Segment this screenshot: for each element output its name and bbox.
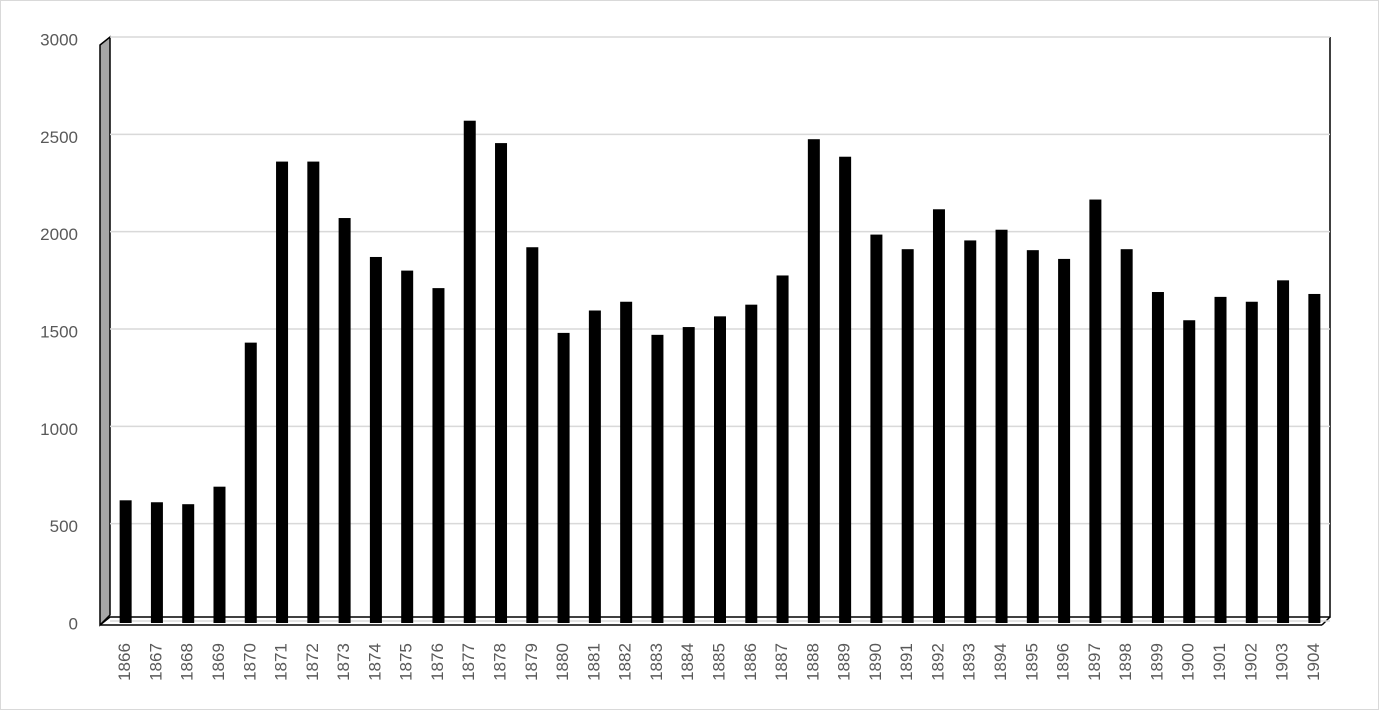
x-tick-label: 1889 [835, 643, 854, 681]
bar [119, 500, 132, 623]
bar [213, 486, 226, 623]
bar [620, 301, 633, 623]
x-tick-label: 1903 [1273, 643, 1292, 681]
x-tick-label: 1894 [991, 643, 1010, 681]
bar [651, 334, 664, 623]
y-tick-label: 1500 [40, 322, 78, 341]
x-tick-label: 1870 [240, 643, 259, 681]
bar [557, 332, 570, 623]
bar [1151, 292, 1164, 623]
x-tick-label: 1901 [1210, 643, 1229, 681]
bar [369, 256, 382, 623]
bar [1089, 199, 1102, 623]
bar [995, 229, 1008, 623]
bar [182, 504, 195, 623]
x-tick-label: 1885 [709, 643, 728, 681]
side-wall [99, 35, 111, 627]
y-tick-label: 0 [69, 614, 78, 633]
x-tick-label: 1883 [647, 643, 666, 681]
bar [870, 234, 883, 623]
x-tick-label: 1891 [897, 643, 916, 681]
x-tick-label: 1882 [616, 643, 635, 681]
x-tick-label: 1884 [678, 643, 697, 681]
x-tick-label: 1876 [428, 643, 447, 681]
bar [1026, 250, 1039, 623]
x-tick-label: 1880 [553, 643, 572, 681]
bar [338, 218, 351, 624]
bar [495, 143, 508, 624]
x-tick-label: 1872 [303, 643, 322, 681]
bar [1245, 301, 1258, 623]
x-tick-label: 1877 [459, 643, 478, 681]
x-tick-label: 1890 [866, 643, 885, 681]
x-tick-label: 1886 [741, 643, 760, 681]
x-tick-label: 1902 [1241, 643, 1260, 681]
bar [1120, 249, 1133, 624]
x-tick-label: 1898 [1116, 643, 1135, 681]
bar [432, 288, 445, 623]
bar [932, 209, 945, 623]
x-tick-label: 1895 [1022, 643, 1041, 681]
x-tick-label: 1896 [1054, 643, 1073, 681]
x-tick-label: 1892 [928, 643, 947, 681]
bar [1277, 280, 1290, 623]
x-tick-label: 1871 [272, 643, 291, 681]
bar [1214, 296, 1227, 623]
x-tick-label: 1866 [115, 643, 134, 681]
bar [1058, 258, 1071, 623]
y-tick-label: 1000 [40, 420, 78, 439]
bar [1308, 293, 1321, 623]
bar [244, 342, 257, 623]
bar [463, 120, 476, 623]
y-tick-label: 2500 [40, 128, 78, 147]
bar [307, 161, 320, 623]
x-tick-label: 1875 [397, 643, 416, 681]
x-tick-label: 1893 [960, 643, 979, 681]
bar [776, 275, 789, 623]
x-tick-label: 1897 [1085, 643, 1104, 681]
bar [682, 327, 695, 623]
x-tick-label: 1887 [772, 643, 791, 681]
bar [901, 249, 914, 624]
x-tick-label: 1899 [1147, 643, 1166, 681]
y-tick-label: 500 [50, 517, 78, 536]
x-tick-label: 1874 [365, 643, 384, 681]
bar [714, 316, 726, 623]
x-tick-label: 1904 [1304, 643, 1323, 681]
x-tick-label: 1867 [146, 643, 165, 681]
bar [150, 502, 163, 623]
bar [807, 139, 820, 623]
bar [839, 156, 852, 623]
y-tick-label: 2000 [40, 225, 78, 244]
bar [526, 247, 539, 624]
bar [964, 240, 977, 623]
x-tick-label: 1869 [209, 643, 228, 681]
x-tick-label: 1879 [522, 643, 541, 681]
x-tick-label: 1868 [178, 643, 197, 681]
x-tick-label: 1881 [584, 643, 603, 681]
bar [276, 161, 289, 623]
bar [745, 304, 758, 623]
x-tick-label: 1900 [1179, 643, 1198, 681]
bar [401, 270, 414, 623]
bar [588, 310, 601, 623]
bar [1183, 320, 1196, 623]
x-tick-label: 1873 [334, 643, 353, 681]
x-tick-label: 1878 [491, 643, 510, 681]
y-tick-label: 3000 [40, 30, 78, 49]
x-tick-label: 1888 [803, 643, 822, 681]
